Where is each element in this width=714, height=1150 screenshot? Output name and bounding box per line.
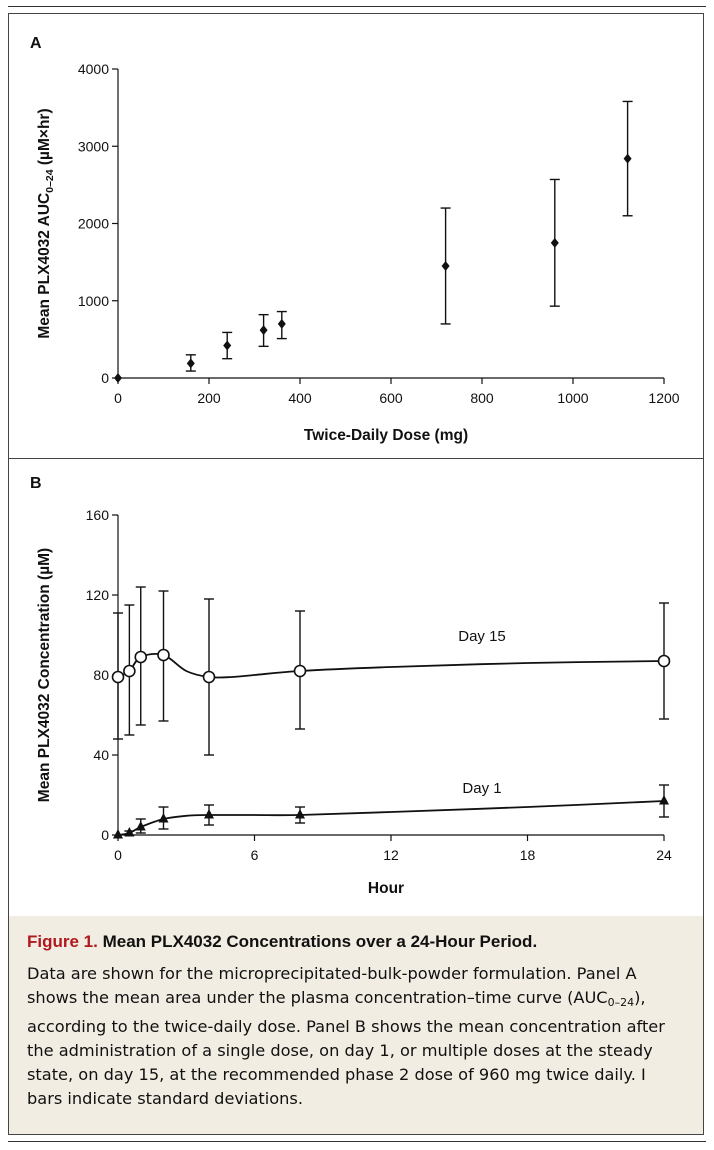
- y-axis-label: Mean PLX4032 AUC0–24 (µM×hr): [36, 108, 56, 338]
- x-axis-label: Hour: [368, 880, 404, 897]
- y-tick-label: 2000: [78, 216, 109, 232]
- x-axis-label: Twice-Daily Dose (mg): [304, 427, 468, 444]
- data-point-triangle: [113, 829, 123, 839]
- x-tick-label: 12: [383, 847, 399, 863]
- series-line-day-15: [117, 653, 665, 679]
- x-tick-label: 24: [656, 847, 672, 863]
- y-tick-label: 4000: [78, 61, 109, 77]
- data-point-circle: [157, 648, 170, 662]
- data-point-diamond: [259, 325, 268, 336]
- panel-letter-a: A: [30, 35, 42, 52]
- caption-body: Data are shown for the microprecipitated…: [27, 962, 685, 1111]
- data-point-triangle: [204, 809, 214, 819]
- figure-frame: [8, 13, 704, 1135]
- data-point-diamond: [186, 358, 195, 369]
- caption-title: Figure 1. Mean PLX4032 Concentrations ov…: [27, 930, 685, 954]
- figure-caption: Figure 1. Mean PLX4032 Concentrations ov…: [9, 916, 703, 1134]
- x-tick-label: 200: [197, 390, 221, 406]
- data-point-circle: [123, 664, 136, 678]
- y-tick-label: 0: [101, 370, 109, 386]
- caption-title-text: Mean PLX4032 Concentrations over a 24-Ho…: [102, 932, 538, 951]
- data-point-triangle: [158, 813, 169, 823]
- data-point-triangle: [124, 827, 135, 837]
- x-tick-label: 400: [288, 390, 312, 406]
- data-point-circle: [111, 670, 125, 684]
- x-tick-label: 18: [520, 847, 536, 863]
- data-point-circle: [657, 654, 671, 668]
- top-rule: [8, 6, 706, 7]
- caption-body-text-2: ), according to the twice-daily dose. Pa…: [27, 988, 665, 1108]
- data-point-diamond: [277, 318, 286, 329]
- series-line-day-1: [117, 800, 665, 836]
- panel-letter-b: B: [30, 475, 42, 492]
- figure-number: Figure 1.: [27, 932, 98, 951]
- y-tick-label: 3000: [78, 138, 109, 154]
- data-point-diamond: [223, 340, 232, 351]
- x-tick-label: 6: [251, 847, 259, 863]
- x-tick-label: 1200: [648, 390, 679, 406]
- data-point-circle: [293, 664, 307, 678]
- y-tick-label: 1000: [78, 293, 109, 309]
- series-label-day-1: Day 1: [462, 780, 501, 797]
- y-tick-label: 120: [86, 587, 110, 603]
- data-point-diamond: [114, 373, 122, 383]
- data-point-circle: [134, 650, 148, 664]
- data-point-diamond: [623, 153, 632, 164]
- y-tick-label: 0: [101, 827, 109, 843]
- x-tick-label: 1000: [557, 390, 588, 406]
- caption-body-text-1: Data are shown for the microprecipitated…: [27, 964, 637, 1007]
- data-point-triangle: [135, 821, 146, 831]
- panel-divider: [9, 458, 703, 459]
- caption-body-subscript: 0–24: [607, 996, 635, 1009]
- data-point-diamond: [550, 237, 559, 248]
- y-axis-label: Mean PLX4032 Concentration (µM): [36, 548, 53, 802]
- data-point-triangle: [659, 795, 669, 805]
- y-tick-label: 40: [93, 747, 109, 763]
- data-point-triangle: [295, 809, 305, 819]
- y-tick-label: 160: [86, 507, 110, 523]
- bottom-rule: [8, 1141, 706, 1142]
- series-label-day-15: Day 15: [458, 628, 506, 645]
- x-tick-label: 600: [379, 390, 403, 406]
- x-tick-label: 0: [114, 390, 122, 406]
- data-point-circle: [202, 670, 216, 684]
- x-tick-label: 800: [470, 390, 494, 406]
- x-tick-label: 0: [114, 847, 122, 863]
- y-tick-label: 80: [93, 667, 109, 683]
- data-point-diamond: [441, 260, 450, 271]
